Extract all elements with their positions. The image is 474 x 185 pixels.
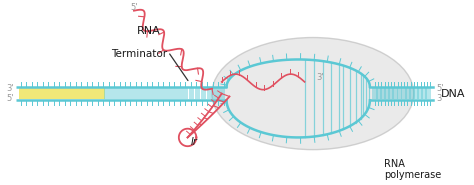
Text: Ir: Ir — [191, 137, 197, 147]
Text: 5': 5' — [130, 3, 138, 12]
Text: RNA
polymerase: RNA polymerase — [384, 159, 442, 181]
Bar — [164, 88, 170, 99]
Bar — [33, 88, 40, 99]
Bar — [71, 88, 77, 99]
Bar — [413, 88, 419, 99]
Bar — [405, 88, 410, 99]
Bar — [116, 88, 122, 99]
Bar — [52, 88, 59, 99]
Bar — [89, 88, 96, 99]
Bar — [189, 88, 194, 99]
Text: 3': 3' — [436, 94, 444, 103]
Bar — [43, 88, 49, 99]
Bar — [170, 88, 176, 99]
Ellipse shape — [212, 38, 414, 150]
Bar — [140, 88, 146, 99]
Text: RNA: RNA — [137, 26, 161, 36]
Bar — [122, 88, 128, 99]
Bar — [401, 88, 407, 99]
Bar — [158, 88, 164, 99]
Bar — [75, 88, 82, 99]
Bar — [388, 88, 394, 99]
Bar — [38, 88, 45, 99]
Bar — [134, 88, 140, 99]
Bar — [176, 88, 182, 99]
Bar — [80, 88, 87, 99]
Bar — [372, 88, 378, 99]
Text: 3': 3' — [316, 73, 324, 83]
Bar — [421, 88, 427, 99]
Bar — [110, 88, 116, 99]
Bar — [213, 88, 219, 99]
Bar — [104, 88, 109, 99]
Bar — [84, 88, 91, 99]
Bar — [56, 88, 64, 99]
Bar — [182, 88, 188, 99]
Bar — [61, 88, 68, 99]
Text: 5': 5' — [7, 94, 14, 103]
Text: 3': 3' — [7, 84, 14, 93]
Bar — [376, 88, 382, 99]
Bar — [99, 88, 105, 99]
Bar — [384, 88, 390, 99]
Bar — [380, 88, 386, 99]
Bar — [47, 88, 54, 99]
Bar — [409, 88, 415, 99]
Bar — [426, 88, 431, 99]
Bar — [146, 88, 152, 99]
Bar — [397, 88, 402, 99]
Bar — [24, 88, 31, 99]
Bar — [128, 88, 134, 99]
Bar — [392, 88, 398, 99]
Text: DNA: DNA — [441, 89, 465, 99]
Bar — [66, 88, 73, 99]
Bar — [207, 88, 212, 99]
Bar — [417, 88, 423, 99]
Bar — [152, 88, 158, 99]
Bar — [19, 88, 26, 99]
Bar — [94, 88, 100, 99]
Text: Terminator: Terminator — [111, 49, 168, 59]
Bar — [194, 88, 201, 99]
Bar — [219, 88, 225, 99]
Bar — [29, 88, 36, 99]
Text: 5': 5' — [436, 84, 444, 93]
Bar — [201, 88, 207, 99]
